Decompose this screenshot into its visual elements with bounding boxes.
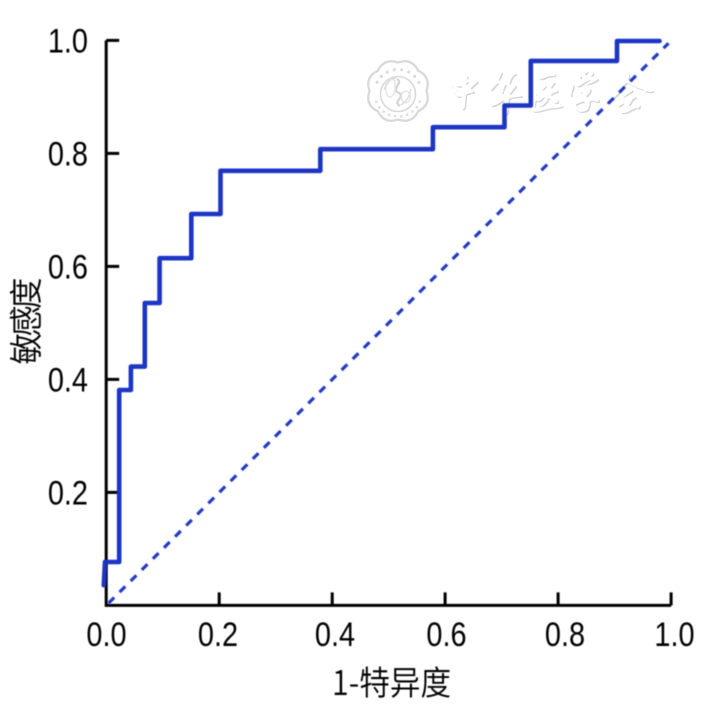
svg-text:0.8: 0.8 — [48, 134, 88, 173]
svg-text:1.0: 1.0 — [654, 615, 694, 654]
svg-text:0.0: 0.0 — [86, 615, 126, 654]
svg-text:0.2: 0.2 — [48, 473, 88, 512]
svg-text:0.6: 0.6 — [48, 247, 88, 286]
svg-text:0.8: 0.8 — [545, 615, 585, 654]
svg-text:1.0: 1.0 — [48, 21, 88, 60]
svg-text:0.4: 0.4 — [315, 615, 355, 654]
svg-text:0.2: 0.2 — [198, 615, 238, 654]
svg-text:0.4: 0.4 — [48, 360, 88, 399]
svg-text:0.6: 0.6 — [426, 615, 466, 654]
